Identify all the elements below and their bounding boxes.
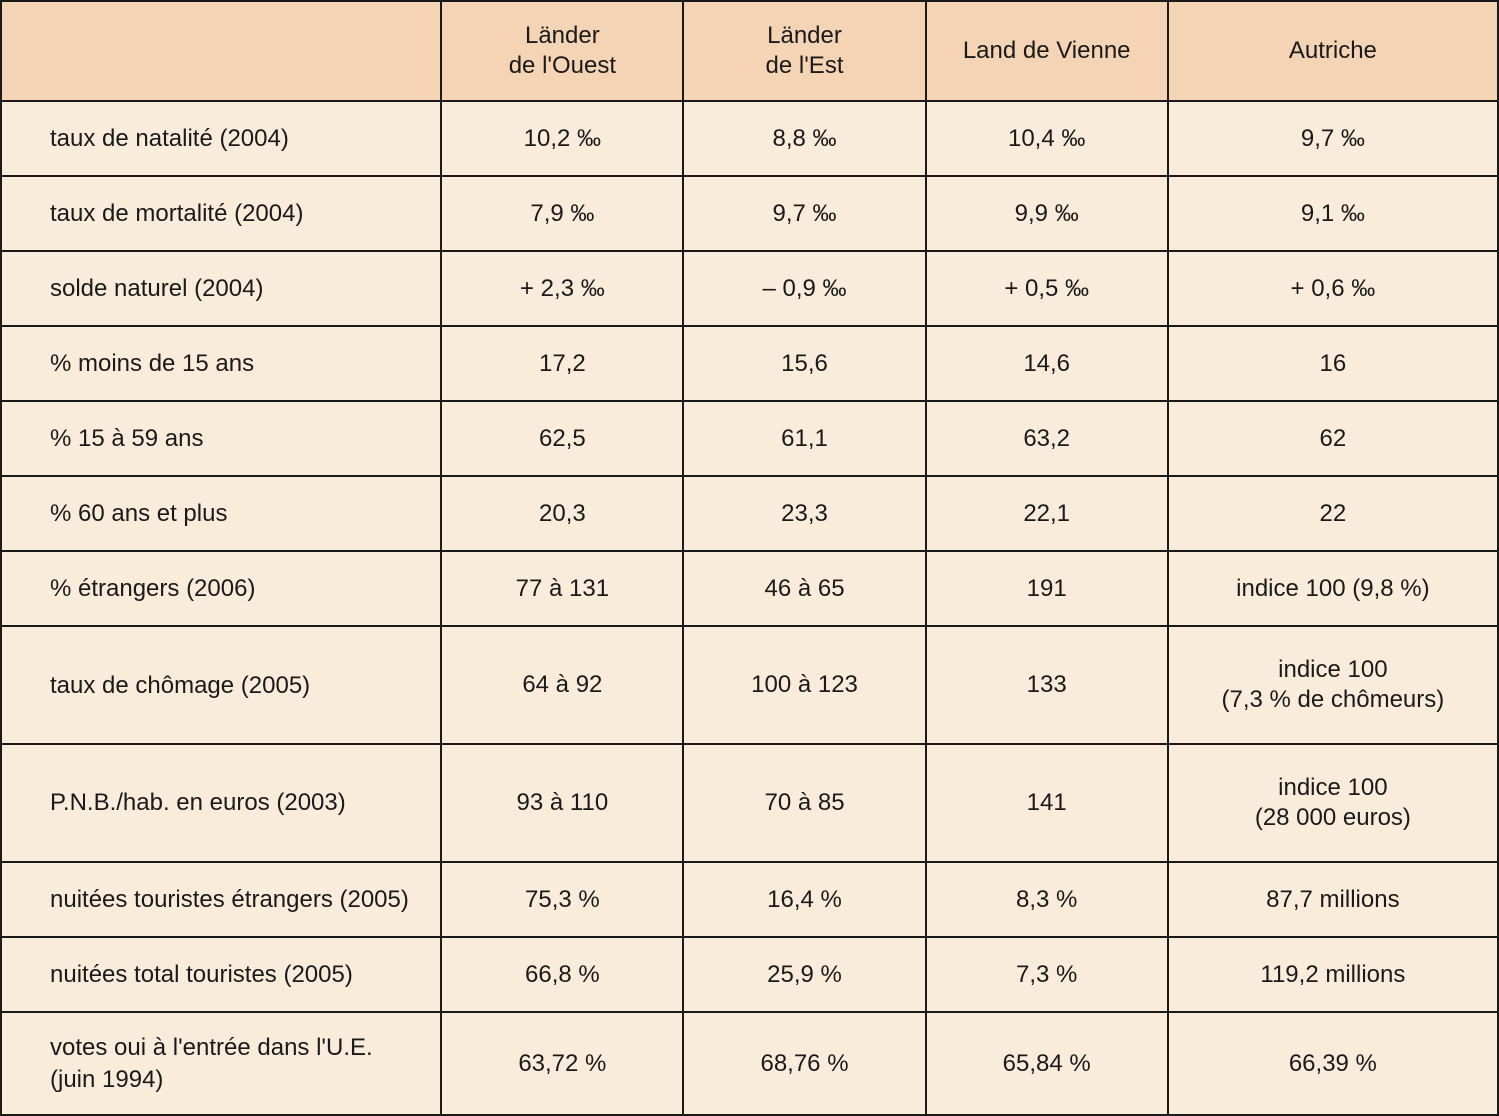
row-value: 17,2 [441,326,683,401]
row-label: taux de chômage (2005) [1,626,441,744]
row-value: + 2,3 ‰ [441,251,683,326]
row-value: 22 [1168,476,1498,551]
row-label: nuitées touristes étrangers (2005) [1,862,441,937]
row-value: 8,3 % [926,862,1168,937]
row-value: 10,4 ‰ [926,101,1168,176]
row-label: solde naturel (2004) [1,251,441,326]
row-label: % moins de 15 ans [1,326,441,401]
row-value: 66,39 % [1168,1012,1498,1115]
row-value: 15,6 [683,326,925,401]
row-value: 46 à 65 [683,551,925,626]
row-value: 66,8 % [441,937,683,1012]
column-header: Autriche [1168,1,1498,101]
column-header: Länderde l'Ouest [441,1,683,101]
table-row: nuitées total touristes (2005) 66,8 % 25… [1,937,1498,1012]
row-value: 141 [926,744,1168,862]
column-header: Länderde l'Est [683,1,925,101]
row-label: votes oui à l'entrée dans l'U.E.(juin 19… [1,1012,441,1115]
row-value: 7,3 % [926,937,1168,1012]
row-value: indice 100(28 000 euros) [1168,744,1498,862]
row-value: 133 [926,626,1168,744]
table-row: % 60 ans et plus 20,3 23,3 22,1 22 [1,476,1498,551]
row-value: 75,3 % [441,862,683,937]
row-value: 87,7 millions [1168,862,1498,937]
row-value: + 0,6 ‰ [1168,251,1498,326]
table-head: Länderde l'Ouest Länderde l'Est Land de … [1,1,1498,101]
row-label: % 15 à 59 ans [1,401,441,476]
statistics-table: Länderde l'Ouest Länderde l'Est Land de … [0,0,1499,1116]
row-value: 61,1 [683,401,925,476]
row-value: + 0,5 ‰ [926,251,1168,326]
row-value: 22,1 [926,476,1168,551]
table-row: P.N.B./hab. en euros (2003) 93 à 110 70 … [1,744,1498,862]
row-value: 63,72 % [441,1012,683,1115]
table-row: votes oui à l'entrée dans l'U.E.(juin 19… [1,1012,1498,1115]
table-row: % étrangers (2006) 77 à 131 46 à 65 191 … [1,551,1498,626]
table-row: % moins de 15 ans 17,2 15,6 14,6 16 [1,326,1498,401]
row-value: 100 à 123 [683,626,925,744]
row-label: taux de natalité (2004) [1,101,441,176]
column-header: Land de Vienne [926,1,1168,101]
row-value: 68,76 % [683,1012,925,1115]
row-value: 64 à 92 [441,626,683,744]
statistics-table-container: Länderde l'Ouest Länderde l'Est Land de … [0,0,1499,1116]
row-value: 23,3 [683,476,925,551]
row-value: – 0,9 ‰ [683,251,925,326]
table-row: solde naturel (2004) + 2,3 ‰ – 0,9 ‰ + 0… [1,251,1498,326]
row-value: 77 à 131 [441,551,683,626]
column-header [1,1,441,101]
row-value: 62,5 [441,401,683,476]
row-value: 10,2 ‰ [441,101,683,176]
row-value: indice 100 (9,8 %) [1168,551,1498,626]
table-row: % 15 à 59 ans 62,5 61,1 63,2 62 [1,401,1498,476]
row-value: 7,9 ‰ [441,176,683,251]
row-value: 25,9 % [683,937,925,1012]
row-value: 14,6 [926,326,1168,401]
row-value: 65,84 % [926,1012,1168,1115]
row-value: 191 [926,551,1168,626]
row-label: P.N.B./hab. en euros (2003) [1,744,441,862]
row-value: 70 à 85 [683,744,925,862]
row-value: 9,1 ‰ [1168,176,1498,251]
row-value: 9,9 ‰ [926,176,1168,251]
row-label: nuitées total touristes (2005) [1,937,441,1012]
table-row: taux de mortalité (2004) 7,9 ‰ 9,7 ‰ 9,9… [1,176,1498,251]
row-label: taux de mortalité (2004) [1,176,441,251]
row-value: 62 [1168,401,1498,476]
table-row: taux de chômage (2005) 64 à 92 100 à 123… [1,626,1498,744]
row-label: % 60 ans et plus [1,476,441,551]
row-value: 119,2 millions [1168,937,1498,1012]
row-value: 20,3 [441,476,683,551]
row-value: 63,2 [926,401,1168,476]
table-row: nuitées touristes étrangers (2005) 75,3 … [1,862,1498,937]
table-row: taux de natalité (2004) 10,2 ‰ 8,8 ‰ 10,… [1,101,1498,176]
row-value: 8,8 ‰ [683,101,925,176]
row-label: % étrangers (2006) [1,551,441,626]
row-value: indice 100(7,3 % de chômeurs) [1168,626,1498,744]
table-body: taux de natalité (2004) 10,2 ‰ 8,8 ‰ 10,… [1,101,1498,1115]
row-value: 93 à 110 [441,744,683,862]
row-value: 16 [1168,326,1498,401]
row-value: 9,7 ‰ [683,176,925,251]
row-value: 9,7 ‰ [1168,101,1498,176]
row-value: 16,4 % [683,862,925,937]
table-header-row: Länderde l'Ouest Länderde l'Est Land de … [1,1,1498,101]
